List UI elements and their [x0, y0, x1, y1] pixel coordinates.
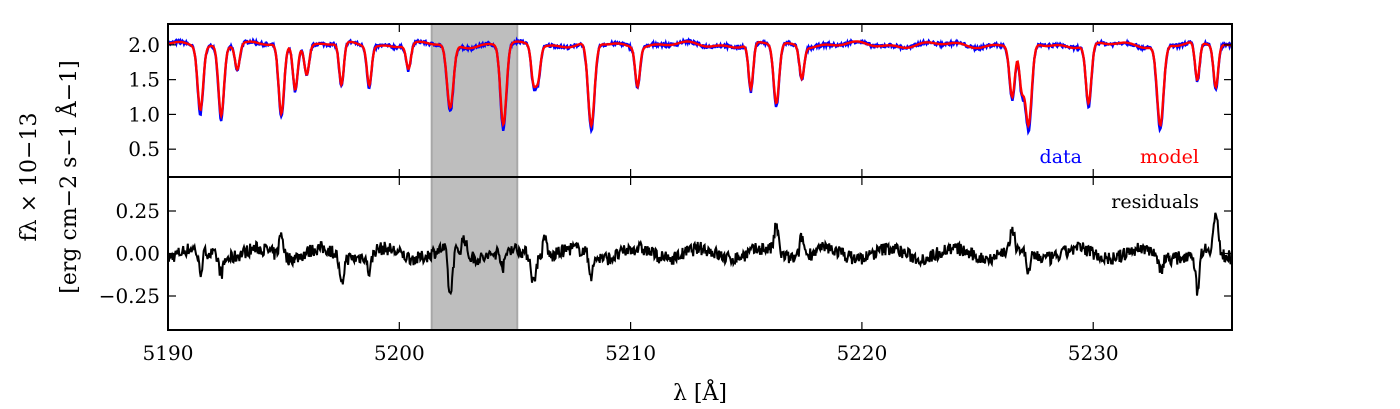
y-tick-label-top: 1.5 [128, 68, 160, 92]
x-axis-title: λ [Å] [673, 378, 727, 406]
y-tick-label-top: 2.0 [128, 33, 160, 57]
x-tick-label: 5190 [143, 341, 194, 365]
axis-ticks [167, 24, 1232, 330]
top-panel-series [167, 36, 1233, 136]
x-tick-label: 5200 [374, 341, 425, 365]
legend-model-label: model [1140, 146, 1199, 168]
residuals-annotation: residuals [1111, 191, 1199, 213]
y-tick-label-bottom: 0.25 [115, 199, 160, 223]
x-tick-label: 5210 [605, 341, 656, 365]
y-axis-title-line1: fλ × 10−13 [17, 113, 42, 242]
series-data-line [167, 36, 1233, 136]
y-tick-label-top: 0.5 [128, 137, 160, 161]
series-model-line [167, 40, 1233, 130]
bottom-panel-series [167, 212, 1233, 296]
y-tick-label-bottom: −0.25 [99, 284, 160, 308]
y-tick-label-top: 1.0 [128, 102, 160, 126]
x-tick-label: 5230 [1068, 341, 1119, 365]
y-tick-label-bottom: 0.00 [115, 242, 160, 266]
axis-tick-labels: 0.5 1.0 1.5 2.0 −0.25 0.00 0.25 5190 5200 5210 522… [99, 33, 1119, 365]
x-tick-label: 5220 [836, 341, 887, 365]
legend-data-label: data [1040, 146, 1082, 168]
series-residuals-line [167, 212, 1233, 296]
y-axis-title-line2: [erg cm−2 s−1 Å−1] [54, 60, 82, 293]
